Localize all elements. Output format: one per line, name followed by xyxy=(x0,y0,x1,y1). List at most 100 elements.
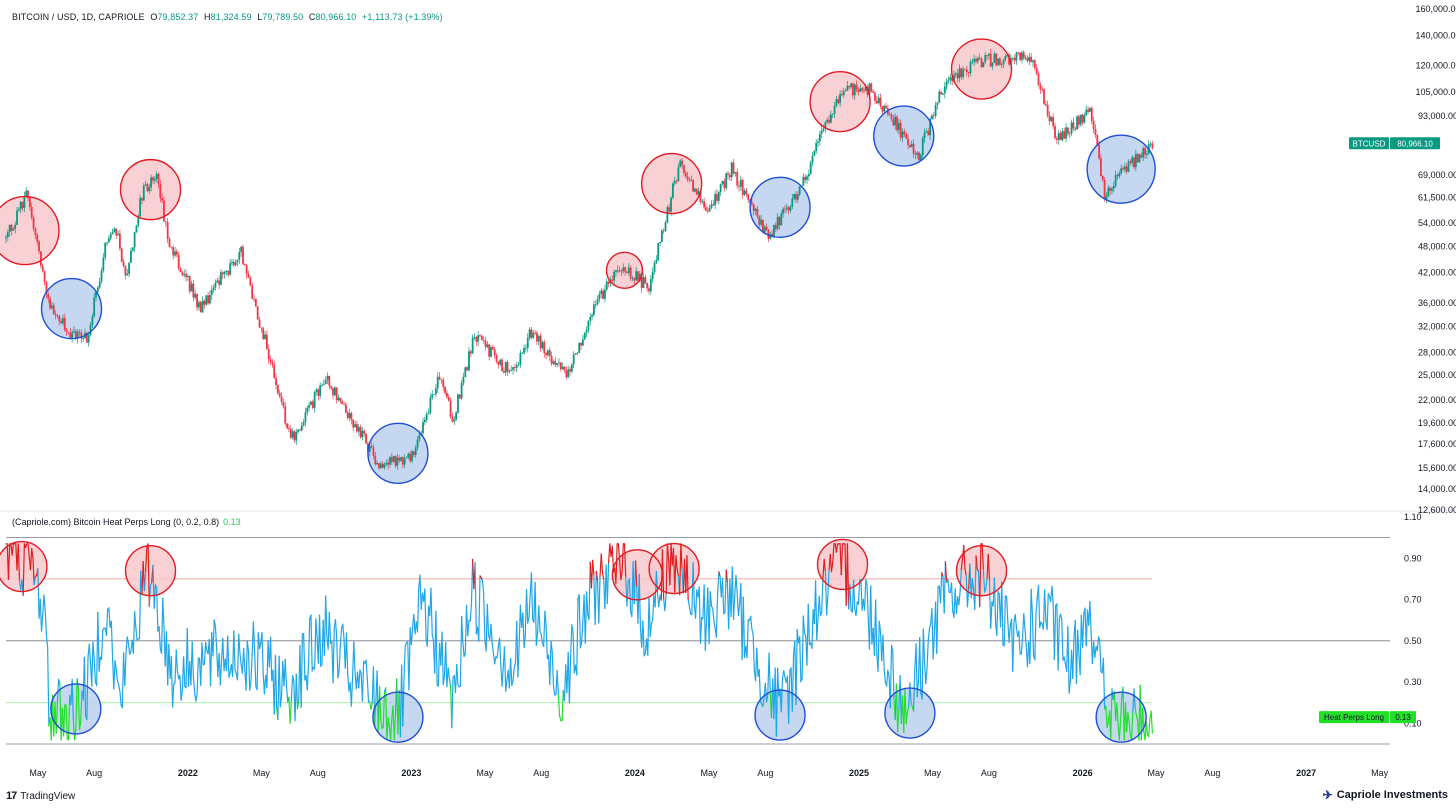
candle-body xyxy=(789,206,792,211)
heat-segment xyxy=(1077,629,1080,656)
price-tag-label: BTCUSD xyxy=(1353,139,1386,148)
heat-segment xyxy=(947,578,950,593)
heat-segment xyxy=(114,659,117,670)
candle-body xyxy=(1046,104,1049,116)
heat-segment xyxy=(212,619,215,657)
capriole-label: Capriole Investments xyxy=(1336,789,1448,801)
candle-body xyxy=(275,378,277,386)
candle-body xyxy=(16,210,18,225)
candle-body xyxy=(379,463,382,469)
candle-body xyxy=(220,272,222,285)
heat-segment xyxy=(675,555,678,570)
heat-axis-tick-label: 0.10 xyxy=(1404,718,1422,728)
heat-segment xyxy=(687,599,691,608)
heat-segment xyxy=(366,678,370,703)
candle-body xyxy=(910,143,913,147)
candle-body xyxy=(76,331,79,339)
price-axis-tick-label: 25,000.00 xyxy=(1418,370,1456,380)
heat-segment xyxy=(718,571,721,577)
candle-body xyxy=(995,53,998,66)
heat-segment xyxy=(93,658,97,683)
candle-body xyxy=(763,226,766,233)
heat-segment xyxy=(866,584,869,619)
candle-body xyxy=(245,265,248,274)
heat-segment xyxy=(816,617,819,641)
heat-segment xyxy=(459,615,463,687)
heat-segment xyxy=(98,656,101,672)
candle-body xyxy=(131,247,134,252)
price-axis-tick-label: 105,000.00 xyxy=(1415,87,1456,97)
heat-segment xyxy=(703,584,706,651)
heat-segment xyxy=(32,557,35,586)
heat-segment xyxy=(585,591,589,616)
candle-body xyxy=(21,201,24,209)
time-axis-tick-label: May xyxy=(701,768,719,778)
heat-segment xyxy=(456,663,459,686)
price-axis-tick-label: 61,500.00 xyxy=(1418,192,1456,202)
candle-body xyxy=(999,58,1001,65)
candle-body xyxy=(354,424,356,428)
heat-segment xyxy=(1061,619,1064,661)
candle-body xyxy=(918,152,920,160)
candle-body xyxy=(1138,154,1141,163)
candle-body xyxy=(993,53,996,63)
time-axis-tick-label: Aug xyxy=(86,768,102,778)
candle-body xyxy=(82,338,85,339)
heat-segment xyxy=(310,614,313,672)
candle-body xyxy=(153,178,156,181)
heat-segment xyxy=(291,675,295,682)
heat-segment xyxy=(494,656,497,665)
candle-body xyxy=(736,171,739,186)
heat-segment xyxy=(246,640,250,652)
candle-body xyxy=(126,273,129,276)
price-axis-tick-label: 54,000.00 xyxy=(1418,218,1456,228)
heat-segment xyxy=(158,625,161,650)
candle-body xyxy=(262,328,265,340)
candle-body xyxy=(457,394,459,413)
heat-segment xyxy=(1024,628,1027,647)
candle-body xyxy=(8,224,11,233)
candle-body xyxy=(611,279,614,281)
heat-segment xyxy=(467,619,470,637)
heat-segment xyxy=(950,582,954,612)
candle-body xyxy=(225,270,228,272)
candle-body xyxy=(1129,161,1132,163)
tradingview-brand[interactable]: 17 TradingView xyxy=(6,790,75,802)
candle-body xyxy=(137,216,140,226)
price-axis-tick-label: 93,000.00 xyxy=(1418,111,1456,121)
heat-segment xyxy=(386,717,389,741)
candle-body xyxy=(745,190,748,195)
candle-body xyxy=(468,351,470,371)
heat-axis-tick-label: 0.50 xyxy=(1404,636,1422,646)
candle-body xyxy=(517,364,520,366)
candle-body xyxy=(842,91,845,96)
heat-segment xyxy=(959,568,962,593)
heat-segment xyxy=(768,652,771,693)
heat-segment xyxy=(1051,585,1054,606)
heat-segment xyxy=(1057,617,1060,671)
heat-segment xyxy=(22,543,25,597)
candle-body xyxy=(477,335,480,342)
candle-body xyxy=(308,405,311,408)
candle-body xyxy=(1041,89,1044,91)
candle-body xyxy=(965,69,968,72)
candle-body xyxy=(328,375,331,386)
candle-body xyxy=(501,359,503,372)
candle-body xyxy=(38,241,40,252)
heat-segment xyxy=(126,636,130,645)
candle-body xyxy=(14,224,17,229)
heat-segment xyxy=(135,626,138,641)
candle-body xyxy=(1070,122,1073,134)
candle-body xyxy=(30,206,33,218)
heat-segment xyxy=(387,717,390,727)
candle-body xyxy=(269,359,272,363)
candle-body xyxy=(1028,56,1031,62)
candle-body xyxy=(767,229,770,239)
heat-segment xyxy=(897,708,900,733)
candle-body xyxy=(791,198,794,207)
candle-body xyxy=(504,362,507,373)
heat-line xyxy=(5,543,1153,741)
candle-body xyxy=(846,85,849,91)
heat-segment xyxy=(233,630,236,671)
